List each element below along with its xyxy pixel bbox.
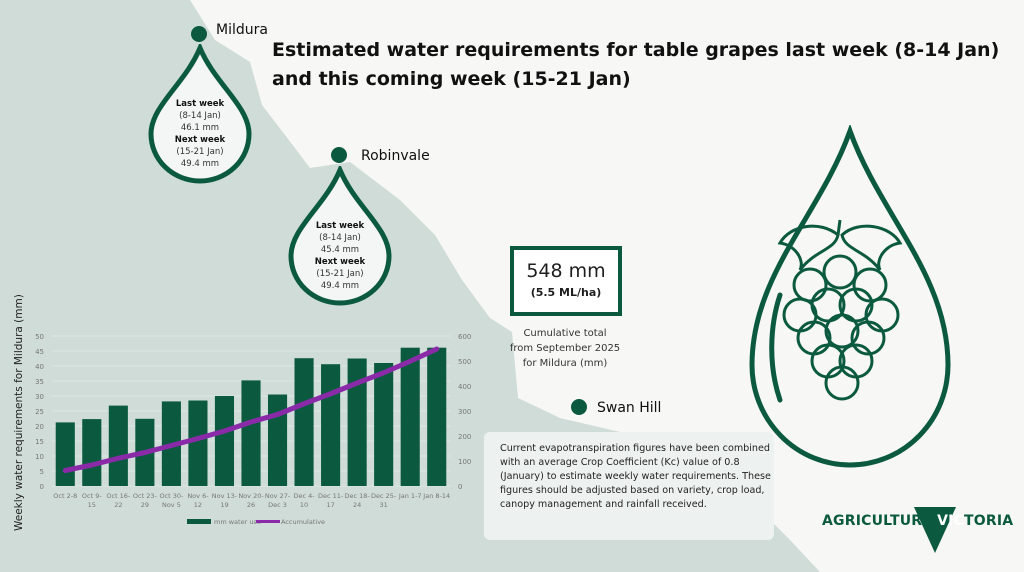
- y-tick-label: 15: [35, 438, 44, 446]
- y-tick-label: 10: [35, 453, 44, 461]
- x-tick-label: 10: [300, 501, 308, 509]
- x-tick-label: 22: [114, 501, 122, 509]
- y2-tick-label: 100: [458, 458, 471, 466]
- cumulative-caption: Cumulative total from September 2025 for…: [500, 326, 630, 371]
- y2-tick-label: 0: [458, 483, 462, 491]
- y2-tick-label: 300: [458, 408, 471, 416]
- legend-swatch-bars: [187, 519, 211, 524]
- x-tick-label: Nov 5: [162, 501, 181, 509]
- last-week-period: (8-14 Jan): [319, 233, 361, 243]
- y-tick-label: 40: [35, 363, 44, 371]
- bar: [108, 405, 128, 486]
- x-tick-label: Jan 1-7: [398, 492, 422, 500]
- cumulative-total-box: 548 mm (5.5 ML/ha): [510, 246, 622, 316]
- last-week-label: Last week: [315, 221, 365, 231]
- victoria-triangle-logo-icon: [914, 507, 956, 553]
- x-tick-label: Nov 20-: [238, 492, 264, 500]
- x-tick-label: 15: [88, 501, 96, 509]
- y-tick-label: 45: [35, 348, 44, 356]
- methodology-note: Current evapotranspiration figures have …: [484, 432, 774, 540]
- y-tick-label: 5: [40, 468, 44, 476]
- x-tick-label: Dec 3: [268, 501, 287, 509]
- x-tick-label: Dec 4-: [294, 492, 316, 500]
- x-tick-label: 26: [247, 501, 255, 509]
- x-tick-label: Jan 8-14: [422, 492, 450, 500]
- y-tick-label: 25: [35, 408, 44, 416]
- y2-tick-label: 500: [458, 358, 471, 366]
- cumulative-value: 548 mm: [526, 260, 606, 282]
- agriculture-victoria-logo: AGRICULTURE VICTORIA: [822, 507, 1013, 553]
- x-tick-label: Oct 2-8: [53, 492, 77, 500]
- bar: [400, 347, 420, 486]
- y-tick-label: 0: [40, 483, 44, 491]
- x-tick-label: Dec 25-: [371, 492, 397, 500]
- city-label-mildura: Mildura: [216, 22, 268, 38]
- location-dot-icon: [571, 399, 587, 415]
- x-tick-label: 31: [380, 501, 388, 509]
- bar: [188, 400, 208, 486]
- grapes-drop-icon: [749, 125, 951, 468]
- cumulative-per-ha: (5.5 ML/ha): [530, 286, 602, 299]
- x-tick-label: Nov 6-: [187, 492, 209, 500]
- x-tick-label: 17: [326, 501, 334, 509]
- legend-label-line: Accumulative: [281, 518, 325, 526]
- y2-tick-label: 600: [458, 333, 471, 341]
- bar: [82, 419, 102, 486]
- water-drop-icon: [288, 166, 392, 306]
- x-tick-label: Oct 16-: [106, 492, 131, 500]
- city-label-swan-hill: Swan Hill: [597, 400, 662, 416]
- bar: [241, 380, 261, 486]
- y-tick-label: 20: [35, 423, 44, 431]
- page-title: Estimated water requirements for table g…: [272, 39, 1000, 90]
- next-week-label: Next week: [174, 135, 226, 145]
- mildura-drop-text: Last week (8-14 Jan) 46.1 mm Next week (…: [150, 98, 250, 170]
- location-dot-icon: [191, 26, 207, 42]
- grapes-icon: [777, 219, 903, 401]
- bar: [374, 363, 394, 486]
- bar: [321, 364, 341, 486]
- legend-label-bars: mm water use: [214, 518, 261, 526]
- water-drop-icon: [148, 44, 252, 184]
- x-tick-label: 12: [194, 501, 202, 509]
- last-week-period: (8-14 Jan): [179, 111, 221, 121]
- x-tick-label: 29: [141, 501, 149, 509]
- next-week-label: Next week: [314, 257, 366, 267]
- y-tick-label: 30: [35, 393, 44, 401]
- caption-line: from September 2025: [509, 343, 621, 354]
- bar: [267, 394, 288, 486]
- x-tick-label: Dec 11-: [318, 492, 344, 500]
- caption-line: Cumulative total: [523, 328, 607, 339]
- next-week-value: 49.4 mm: [320, 281, 360, 291]
- bar: [214, 396, 235, 486]
- x-tick-label: Oct 30-: [159, 492, 184, 500]
- bar: [427, 347, 447, 486]
- x-tick-label: 24: [353, 501, 361, 509]
- next-week-period: (15-21 Jan): [316, 269, 364, 279]
- y-tick-label: 35: [35, 378, 44, 386]
- x-tick-label: Nov 13-: [212, 492, 238, 500]
- last-week-label: Last week: [175, 99, 225, 109]
- water-use-chart: 051015202530354045500100200300400500600O…: [35, 333, 471, 526]
- bar: [294, 358, 314, 486]
- x-tick-label: Dec 18-: [345, 492, 371, 500]
- y-tick-label: 50: [35, 333, 44, 341]
- last-week-value: 45.4 mm: [320, 245, 360, 255]
- y2-tick-label: 200: [458, 433, 471, 441]
- next-week-value: 49.4 mm: [180, 159, 220, 169]
- location-dot-icon: [331, 147, 347, 163]
- caption-line: for Mildura (mm): [522, 358, 608, 369]
- y2-tick-label: 400: [458, 383, 471, 391]
- x-tick-label: Oct 23-: [133, 492, 158, 500]
- bar: [55, 422, 75, 486]
- x-tick-label: 19: [220, 501, 228, 509]
- bar: [347, 358, 367, 486]
- x-tick-label: Nov 27-: [265, 492, 291, 500]
- robinvale-drop-text: Last week (8-14 Jan) 45.4 mm Next week (…: [290, 220, 390, 292]
- city-label-robinvale: Robinvale: [361, 148, 430, 164]
- next-week-period: (15-21 Jan): [176, 147, 224, 157]
- x-tick-label: Oct 9-: [82, 492, 102, 500]
- last-week-value: 46.1 mm: [180, 123, 220, 133]
